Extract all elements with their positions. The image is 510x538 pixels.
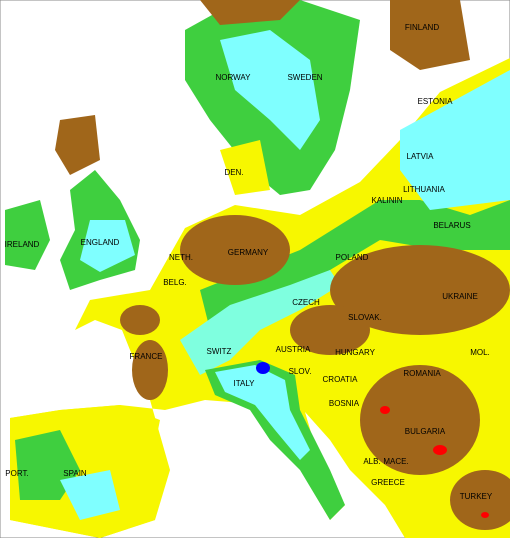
country-label: ENGLAND — [81, 238, 120, 247]
country-label: SWEDEN — [287, 73, 322, 82]
red-spot — [481, 512, 489, 518]
country-label: ITALY — [233, 379, 255, 388]
country-label: LITHUANIA — [403, 185, 445, 194]
country-label: CZECH — [292, 298, 320, 307]
band-cyan — [180, 270, 340, 375]
italy-green — [205, 360, 345, 520]
red-spot — [380, 406, 390, 414]
brown-france — [132, 340, 168, 400]
country-label: MOL. — [470, 348, 490, 357]
country-label: SWITZ — [207, 347, 232, 356]
iberia-cyan — [60, 470, 120, 520]
denmark — [220, 140, 270, 195]
italy-cyan — [215, 365, 310, 460]
country-label: SLOV. — [289, 367, 312, 376]
finland — [390, 0, 470, 70]
brown-east — [330, 245, 510, 335]
country-label: KALININ — [371, 196, 402, 205]
red-spot — [433, 445, 447, 455]
country-label: BULGARIA — [405, 427, 446, 436]
baltic-cyan — [400, 70, 510, 210]
country-label: AUSTRIA — [276, 345, 311, 354]
scotland-brown — [55, 115, 100, 175]
brown-turkey — [450, 470, 510, 530]
country-label: BOSNIA — [329, 399, 360, 408]
country-label: GERMANY — [228, 248, 269, 257]
country-label: BELARUS — [433, 221, 470, 230]
country-label: UKRAINE — [442, 292, 478, 301]
country-label: TURKEY — [460, 492, 493, 501]
country-label: DEN. — [224, 168, 243, 177]
brown-czech — [290, 305, 370, 355]
labels: FINLAND NORWAY SWEDEN ESTONIA LATVIA DEN. LITH… — [5, 23, 493, 501]
britain-cyan — [80, 220, 135, 272]
country-label: FINLAND — [405, 23, 439, 32]
country-label: LATVIA — [407, 152, 435, 161]
country-label: PORT. — [5, 469, 28, 478]
country-label: CROATIA — [323, 375, 359, 384]
country-label: ROMANIA — [403, 369, 441, 378]
brown-germany — [180, 215, 290, 285]
country-label: FRANCE — [130, 352, 163, 361]
brown-france2 — [120, 305, 160, 335]
north-brown — [200, 0, 300, 25]
brown-balkans — [360, 365, 480, 475]
country-label: ESTONIA — [418, 97, 454, 106]
country-label: NORWAY — [216, 73, 252, 82]
country-label: SPAIN — [63, 469, 87, 478]
scandinavia-cyan — [220, 30, 320, 150]
ireland — [5, 200, 50, 270]
country-label: GREECE — [371, 478, 405, 487]
country-label: MACE. — [383, 457, 408, 466]
country-label: POLAND — [336, 253, 369, 262]
country-label: IRELAND — [5, 240, 40, 249]
country-label: SLOVAK. — [348, 313, 382, 322]
country-label: BELG. — [163, 278, 187, 287]
blue-spot — [256, 362, 270, 374]
country-label: HUNGARY — [335, 348, 376, 357]
country-label: NETH. — [169, 253, 193, 262]
country-label: ALB. — [363, 457, 380, 466]
